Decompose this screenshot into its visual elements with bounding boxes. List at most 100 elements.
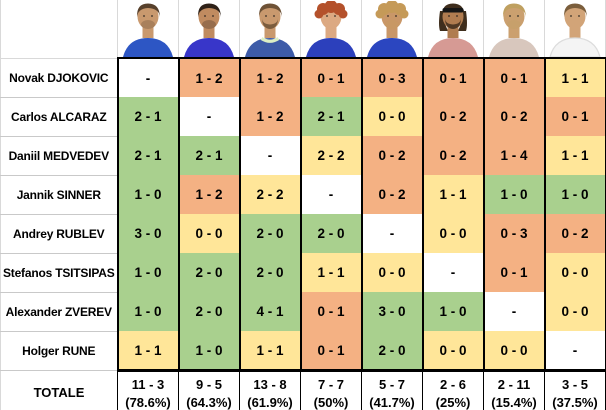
h2h-rune-vs-rune: - [543, 331, 606, 371]
h2h-rune-vs-tsitsipas: 0 - 0 [421, 331, 484, 371]
total-percentage: (41.7%) [369, 394, 415, 410]
h2h-alcaraz-vs-sinner: 2 - 1 [299, 97, 362, 136]
total-zverev: 2 - 11 (15.4%) [483, 369, 545, 410]
total-record: 3 - 5 [561, 376, 588, 392]
h2h-alcaraz-vs-rune: 0 - 1 [543, 97, 606, 136]
total-record: 2 - 11 [497, 376, 531, 392]
h2h-medvedev-vs-sinner: 2 - 2 [299, 136, 362, 175]
player-avatar-icon [367, 1, 417, 56]
h2h-djokovic-vs-medvedev: 1 - 2 [238, 58, 301, 97]
h2h-rublev-vs-zverev: 0 - 3 [482, 214, 545, 253]
total-rublev: 5 - 7 (41.7%) [361, 369, 423, 410]
player-photo-alcaraz [178, 0, 240, 59]
total-tsitsipas: 2 - 6 (25%) [422, 369, 484, 410]
h2h-djokovic-vs-djokovic: - [116, 58, 179, 97]
total-percentage: (64.3%) [186, 394, 232, 410]
player-name-djokovic: Novak DJOKOVIC [0, 58, 119, 98]
h2h-sinner-vs-rune: 1 - 0 [543, 175, 606, 214]
h2h-sinner-vs-zverev: 1 - 0 [482, 175, 545, 214]
total-djokovic: 11 - 3 (78.6%) [117, 369, 179, 410]
h2h-medvedev-vs-alcaraz: 2 - 1 [177, 136, 240, 175]
totals-label: TOTALE [0, 370, 118, 410]
h2h-alcaraz-vs-zverev: 0 - 2 [482, 97, 545, 136]
h2h-rublev-vs-alcaraz: 0 - 0 [177, 214, 240, 253]
total-record: 2 - 6 [439, 376, 466, 392]
h2h-zverev-vs-tsitsipas: 1 - 0 [421, 292, 484, 331]
total-record: 9 - 5 [195, 376, 222, 392]
h2h-medvedev-vs-medvedev: - [238, 136, 301, 175]
h2h-sinner-vs-alcaraz: 1 - 2 [177, 175, 240, 214]
player-photo-djokovic [117, 0, 179, 59]
player-name-sinner: Jannik SINNER [0, 175, 119, 215]
player-name-alcaraz: Carlos ALCARAZ [0, 97, 119, 137]
player-avatar-icon [245, 3, 295, 56]
h2h-rune-vs-djokovic: 1 - 1 [116, 331, 179, 371]
h2h-rublev-vs-rublev: - [360, 214, 423, 253]
h2h-tsitsipas-vs-tsitsipas: - [421, 253, 484, 292]
photo-header-row [0, 0, 606, 59]
player-name-rune: Holger RUNE [0, 331, 119, 371]
h2h-sinner-vs-rublev: 0 - 2 [360, 175, 423, 214]
h2h-sinner-vs-tsitsipas: 1 - 1 [421, 175, 484, 214]
h2h-tsitsipas-vs-rune: 0 - 0 [543, 253, 606, 292]
h2h-alcaraz-vs-medvedev: 1 - 2 [238, 97, 301, 136]
total-sinner: 7 - 7 (50%) [300, 369, 362, 410]
h2h-tsitsipas-vs-zverev: 0 - 1 [482, 253, 545, 292]
h2h-alcaraz-vs-djokovic: 2 - 1 [116, 97, 179, 136]
h2h-tsitsipas-vs-medvedev: 2 - 0 [238, 253, 301, 292]
h2h-djokovic-vs-zverev: 0 - 1 [482, 58, 545, 97]
h2h-medvedev-vs-rune: 1 - 1 [543, 136, 606, 175]
h2h-djokovic-vs-rune: 1 - 1 [543, 58, 606, 97]
total-percentage: (25%) [435, 394, 471, 410]
total-rune: 3 - 5 (37.5%) [544, 369, 606, 410]
h2h-zverev-vs-rublev: 3 - 0 [360, 292, 423, 331]
h2h-medvedev-vs-zverev: 1 - 4 [482, 136, 545, 175]
total-alcaraz: 9 - 5 (64.3%) [178, 369, 240, 410]
player-avatar-icon [549, 3, 601, 56]
h2h-rune-vs-sinner: 0 - 1 [299, 331, 362, 371]
h2h-djokovic-vs-tsitsipas: 0 - 1 [421, 58, 484, 97]
player-avatar-icon [428, 3, 478, 56]
h2h-rublev-vs-tsitsipas: 0 - 0 [421, 214, 484, 253]
player-photo-zverev [483, 0, 545, 59]
total-record: 11 - 3 [131, 376, 165, 392]
player-name-zverev: Alexander ZVEREV [0, 292, 119, 332]
h2h-zverev-vs-djokovic: 1 - 0 [116, 292, 179, 331]
h2h-sinner-vs-djokovic: 1 - 0 [116, 175, 179, 214]
h2h-alcaraz-vs-tsitsipas: 0 - 2 [421, 97, 484, 136]
h2h-djokovic-vs-sinner: 0 - 1 [299, 58, 362, 97]
h2h-alcaraz-vs-alcaraz: - [177, 97, 240, 136]
total-record: 5 - 7 [378, 376, 405, 392]
total-record: 7 - 7 [317, 376, 344, 392]
player-avatar-icon [123, 3, 173, 56]
h2h-medvedev-vs-rublev: 0 - 2 [360, 136, 423, 175]
h2h-djokovic-vs-rublev: 0 - 3 [360, 58, 423, 97]
player-photo-rublev [361, 0, 423, 59]
player-avatar-icon [184, 3, 234, 56]
h2h-rublev-vs-djokovic: 3 - 0 [116, 214, 179, 253]
player-photo-medvedev [239, 0, 301, 59]
h2h-tsitsipas-vs-sinner: 1 - 1 [299, 253, 362, 292]
h2h-zverev-vs-sinner: 0 - 1 [299, 292, 362, 331]
h2h-medvedev-vs-djokovic: 2 - 1 [116, 136, 179, 175]
total-percentage: (61.9%) [247, 394, 293, 410]
h2h-rune-vs-rublev: 2 - 0 [360, 331, 423, 371]
corner-cell [0, 0, 118, 59]
player-avatar-icon [306, 1, 356, 56]
h2h-rublev-vs-sinner: 2 - 0 [299, 214, 362, 253]
h2h-rune-vs-medvedev: 1 - 1 [238, 331, 301, 371]
player-photo-rune [544, 0, 606, 59]
player-name-tsitsipas: Stefanos TSITSIPAS [0, 253, 119, 293]
total-medvedev: 13 - 8 (61.9%) [239, 369, 301, 410]
h2h-zverev-vs-alcaraz: 2 - 0 [177, 292, 240, 331]
total-percentage: (50%) [313, 394, 349, 410]
h2h-rublev-vs-medvedev: 2 - 0 [238, 214, 301, 253]
